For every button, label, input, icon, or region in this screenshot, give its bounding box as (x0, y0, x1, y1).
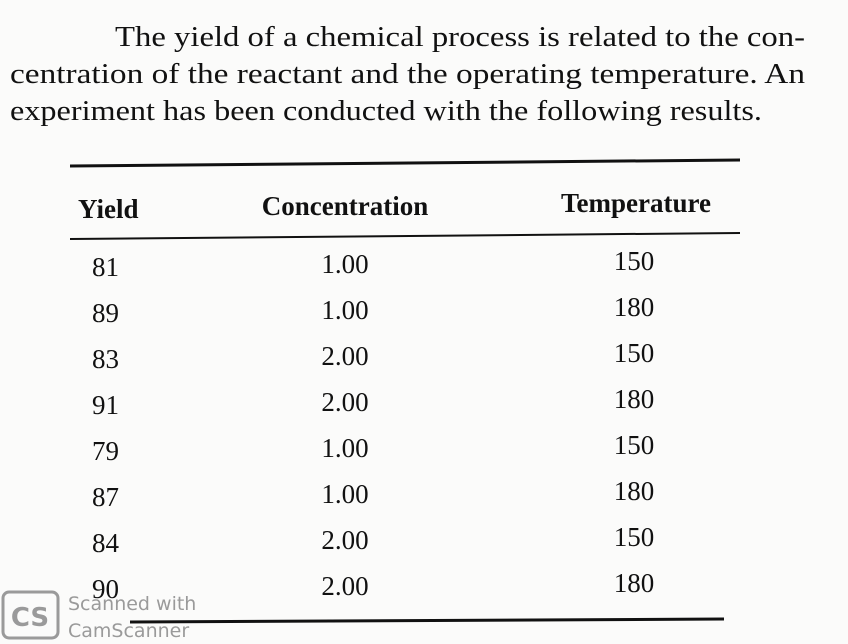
table-cell: 180 (614, 384, 655, 414)
table-cell: 81 (92, 252, 119, 282)
table-header-rule (69, 232, 741, 240)
paragraph-line: The yield of a chemical process is relat… (115, 22, 805, 53)
table-cell: 150 (614, 522, 655, 552)
table-cell: 150 (614, 430, 655, 460)
watermark-text: Scanned with (68, 593, 196, 615)
table-header-cell: Concentration (262, 191, 428, 221)
table-cell: 150 (614, 338, 655, 368)
table-cell: 87 (92, 482, 119, 512)
table-cell: 2.00 (321, 387, 368, 417)
table-cell: 2.00 (321, 341, 368, 371)
table-cell: 1.00 (321, 479, 368, 509)
table-cell: 180 (614, 568, 655, 598)
watermark-text: CamScanner (68, 620, 189, 642)
table-cell: 2.00 (321, 525, 368, 555)
table-cell: 90 (92, 574, 119, 604)
paragraph-line: centration of the reactant and the opera… (10, 59, 805, 90)
table-cell: 180 (614, 476, 655, 506)
watermark-logo-box (1, 590, 60, 640)
paragraph-line: experiment has been conducted with the f… (10, 96, 762, 127)
table-cell: 79 (92, 436, 119, 466)
table-cell: 84 (92, 528, 120, 558)
table-cell: 1.00 (321, 295, 368, 325)
table-header-cell: Temperature (561, 188, 711, 218)
table-cell: 1.00 (321, 249, 368, 279)
table-cell: 180 (614, 292, 655, 322)
table-cell: 83 (92, 344, 119, 374)
table-cell: 89 (92, 298, 119, 328)
watermark-logo: CS (11, 603, 49, 633)
table: Yield Concentration Temperature 81 1.00 150 89… (78, 188, 711, 604)
table-top-rule (69, 158, 741, 168)
table-cell: 2.00 (321, 571, 368, 601)
table-cell: 91 (92, 390, 119, 420)
table-cell: 1.00 (321, 433, 368, 463)
watermark: CS Scanned with CamScanner (1, 590, 196, 642)
table-bottom-rule (129, 617, 725, 624)
table-cell: 150 (614, 246, 655, 276)
table-header-cell: Yield (78, 194, 139, 224)
